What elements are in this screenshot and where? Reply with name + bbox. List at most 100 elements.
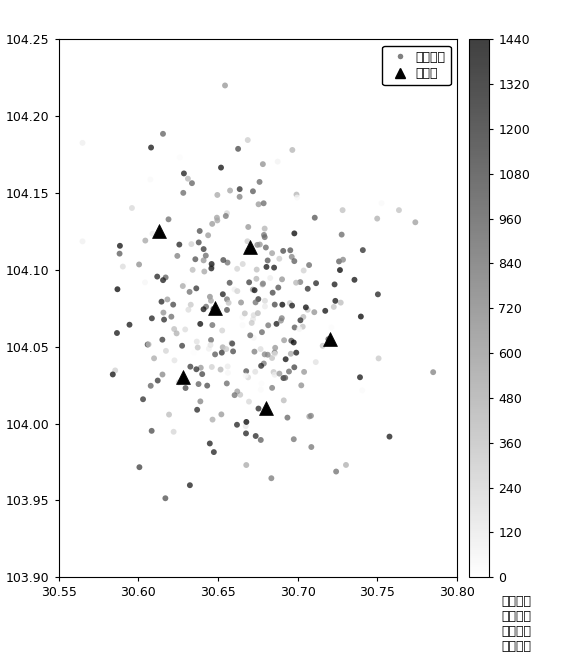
- Point: [330, 279, 339, 290]
- Point: [175, 239, 184, 250]
- Point: [278, 245, 288, 256]
- Point: [303, 304, 312, 315]
- Point: [233, 264, 242, 274]
- Point: [227, 338, 237, 349]
- Point: [209, 447, 219, 457]
- Point: [169, 426, 178, 437]
- Point: [164, 409, 173, 420]
- Point: [290, 322, 299, 333]
- Point: [233, 144, 243, 154]
- Point: [203, 380, 212, 391]
- Point: [259, 358, 268, 369]
- Point: [332, 466, 341, 477]
- Point: [296, 315, 305, 325]
- Point: [206, 335, 216, 345]
- Point: [221, 211, 230, 221]
- Point: [216, 364, 225, 375]
- Point: [186, 361, 195, 372]
- Point: [161, 493, 170, 504]
- Point: [289, 256, 299, 266]
- Point: [267, 248, 277, 258]
- Point: [253, 308, 263, 318]
- Point: [318, 340, 328, 351]
- Point: [138, 394, 148, 405]
- Point: [190, 254, 200, 264]
- Point: [169, 324, 179, 335]
- Point: [233, 386, 242, 397]
- Point: [321, 306, 330, 316]
- Point: [244, 277, 254, 287]
- Point: [263, 255, 272, 266]
- Point: [194, 237, 203, 248]
- Point: [263, 350, 272, 360]
- Point: [260, 349, 270, 359]
- Point: [189, 347, 199, 358]
- Point: [271, 342, 280, 353]
- Text: 电动汾车
前往充电
站的时刻
（分钟）: 电动汾车 前往充电 站的时刻 （分钟）: [501, 595, 531, 653]
- Point: [158, 275, 168, 285]
- Point: [238, 320, 247, 331]
- Point: [257, 327, 267, 337]
- Point: [250, 346, 259, 357]
- Point: [240, 308, 250, 319]
- Point: [252, 274, 261, 284]
- Point: [241, 417, 251, 427]
- Point: [259, 230, 268, 240]
- Point: [255, 239, 264, 250]
- Point: [297, 380, 306, 390]
- Point: [186, 299, 196, 310]
- Point: [153, 375, 162, 386]
- Point: [311, 278, 321, 289]
- Point: [235, 192, 244, 202]
- Point: [207, 218, 217, 229]
- Point: [304, 260, 314, 270]
- Point: [325, 334, 334, 344]
- Point: [237, 312, 247, 322]
- Point: [144, 339, 154, 350]
- Point: [212, 213, 222, 223]
- Point: [222, 379, 231, 389]
- Point: [147, 313, 156, 323]
- Point: [267, 473, 276, 483]
- Point: [285, 245, 295, 256]
- Point: [188, 264, 197, 275]
- Point: [357, 385, 367, 396]
- Point: [222, 344, 231, 354]
- Point: [275, 253, 284, 264]
- Point: [292, 192, 302, 203]
- Point: [230, 284, 239, 295]
- Point: [272, 319, 281, 329]
- Point: [289, 362, 299, 373]
- Point: [199, 244, 208, 255]
- Point: [179, 278, 189, 289]
- Point: [179, 188, 188, 198]
- Point: [163, 294, 172, 304]
- Point: [251, 297, 260, 308]
- Point: [289, 434, 298, 445]
- Point: [185, 480, 195, 491]
- Point: [164, 214, 173, 224]
- Point: [207, 258, 216, 269]
- Point: [243, 236, 252, 247]
- Point: [250, 285, 259, 295]
- Point: [205, 291, 214, 302]
- Point: [218, 342, 227, 352]
- Point: [254, 294, 263, 304]
- Point: [223, 367, 233, 378]
- Point: [270, 299, 280, 310]
- Point: [147, 426, 156, 436]
- Point: [244, 396, 254, 407]
- Point: [183, 173, 193, 184]
- Point: [157, 297, 166, 307]
- Point: [331, 296, 340, 306]
- Point: [178, 340, 187, 351]
- Point: [202, 302, 211, 312]
- Point: [219, 255, 228, 265]
- Point: [299, 367, 309, 377]
- Point: [172, 328, 181, 338]
- Point: [258, 279, 267, 290]
- Point: [213, 215, 222, 226]
- Point: [287, 300, 297, 311]
- Point: [341, 460, 350, 470]
- Point: [270, 369, 280, 380]
